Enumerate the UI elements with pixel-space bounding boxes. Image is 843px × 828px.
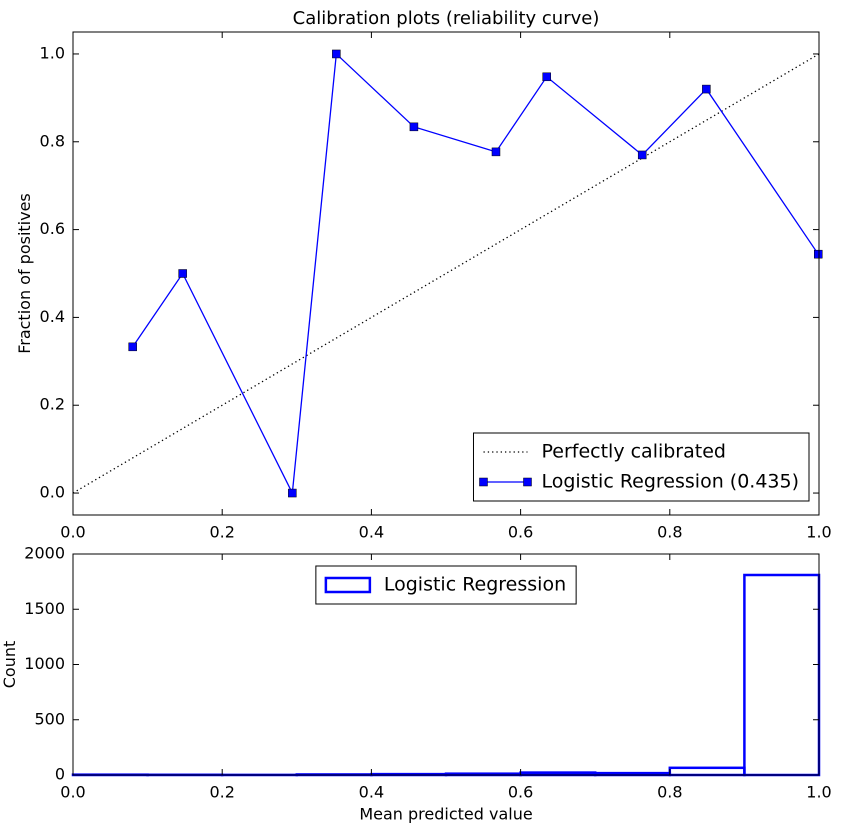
marker [702, 84, 711, 94]
x-tick-label: 0.4 [359, 523, 384, 542]
marker [288, 488, 297, 498]
y-tick-label: 1500 [24, 599, 65, 618]
plot-area [72, 49, 823, 498]
y-axis-label: Count [0, 641, 19, 689]
marker [542, 72, 551, 82]
x-tick-label: 0.4 [359, 783, 384, 802]
legend: Perfectly calibrated Logistic Regression … [472, 432, 810, 502]
legend-label: Logistic Regression [384, 574, 566, 596]
legend-label: Logistic Regression (0.435) [541, 471, 799, 493]
y-tick-label: 500 [34, 709, 65, 728]
legend-frame [472, 432, 810, 502]
legend-swatch [324, 576, 372, 594]
x-tick-label: 0.0 [60, 523, 85, 542]
axes-frame [72, 31, 820, 516]
chart-title: Calibration plots (reliability curve) [293, 8, 600, 29]
marker [637, 150, 647, 160]
legend-frame [315, 565, 577, 605]
y-tick-label: 0.4 [40, 307, 65, 326]
y-tick-label: 2000 [24, 544, 65, 563]
legend: Logistic Regression [315, 565, 577, 605]
x-tick-label: 0.6 [508, 523, 533, 542]
y-tick-label: 1.0 [40, 43, 65, 62]
x-tick-label: 0.2 [209, 783, 234, 802]
x-tick-label: 0.0 [60, 783, 85, 802]
marker [128, 342, 137, 352]
x-axis-label: Mean predicted value [359, 805, 532, 824]
subplot: 0.0 0.2 0.4 0.6 0.8 1.0 0 500 1000 1500 2000 Mean p… [0, 544, 832, 824]
x-tick-label: 1.0 [806, 523, 831, 542]
y-tick-label: 0.8 [40, 131, 65, 150]
marker [409, 122, 419, 132]
x-tick-label: 1.0 [806, 783, 831, 802]
series-line [132, 52, 819, 496]
y-tick-label: 0.2 [40, 395, 65, 414]
marker [814, 249, 823, 259]
legend-label: Perfectly calibrated [541, 441, 725, 463]
subplot: 0.0 0.2 0.4 0.6 0.8 1.0 0.0 0.2 0.4 0.6 0.8 1.0 Cali… [15, 8, 832, 542]
y-tick-label: 0.6 [40, 219, 65, 238]
y-axis-label: Fraction of positives [15, 193, 34, 354]
marker [491, 147, 501, 157]
x-tick-label: 0.2 [209, 523, 234, 542]
x-tick-label: 0.8 [657, 783, 682, 802]
legend-marker [523, 477, 532, 487]
y-tick-label: 0 [55, 765, 65, 784]
y-tick-label: 0.0 [40, 483, 65, 502]
y-tick-label: 1000 [24, 654, 65, 673]
x-tick-label: 0.6 [508, 783, 533, 802]
legend-marker [479, 477, 488, 487]
x-tick-label: 0.8 [657, 523, 682, 542]
marker [178, 269, 187, 278]
marker [332, 49, 341, 59]
